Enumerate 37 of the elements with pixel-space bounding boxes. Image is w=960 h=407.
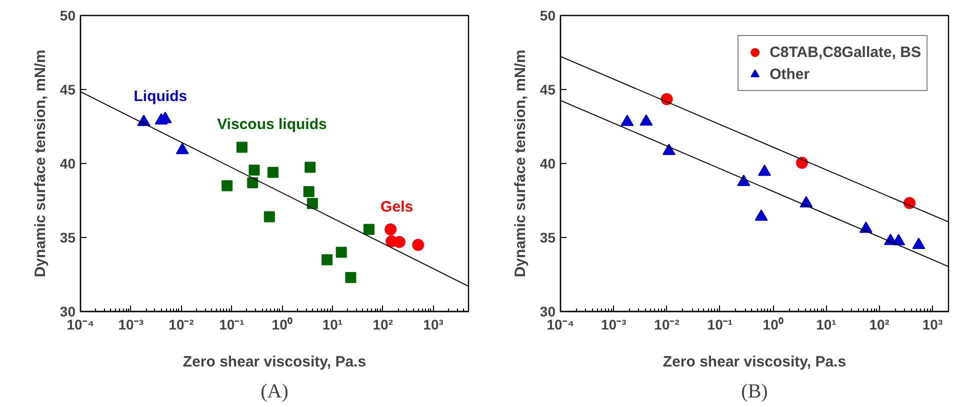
x-tick-label: 10⁻¹ bbox=[219, 316, 245, 332]
x-tick-label: 10⁻² bbox=[168, 316, 194, 332]
x-tick-label: 10⁻³ bbox=[601, 316, 627, 332]
legend-label: C8TAB,C8Gallate, BS bbox=[770, 44, 921, 60]
text: (B) bbox=[741, 380, 768, 402]
y-axis-title: Dynamic surface tension, mN/m bbox=[32, 50, 49, 278]
y-tick-label: 40 bbox=[60, 156, 76, 172]
x-tick-label: 10⁻⁴ bbox=[546, 316, 574, 332]
x-tick-label: 10¹ bbox=[816, 316, 837, 332]
x-axis-title: Zero shear viscosity, Pa.s bbox=[662, 354, 846, 370]
x-tick-label: 10⁻³ bbox=[118, 316, 144, 332]
y-tick-label: 35 bbox=[60, 230, 76, 246]
x-tick-label: 10² bbox=[869, 316, 890, 332]
x-tick-label: 10⁻⁴ bbox=[66, 316, 94, 332]
x-tick-label: 10⁻¹ bbox=[707, 316, 733, 332]
y-tick-label: 30 bbox=[60, 304, 76, 320]
x-tick-label: 10⁰ bbox=[272, 316, 292, 332]
series-label: Gels bbox=[380, 198, 414, 216]
y-axis-title: Dynamic surface tension, mN/m bbox=[512, 50, 529, 278]
x-tick-label: 10³ bbox=[922, 316, 943, 332]
y-tick-label: 40 bbox=[540, 156, 556, 172]
x-axis-title: Zero shear viscosity, Pa.s bbox=[182, 354, 366, 370]
x-tick-label: 10⁻² bbox=[654, 316, 680, 332]
x-tick-label: 10² bbox=[372, 316, 394, 332]
series-label: Viscous liquids bbox=[217, 116, 327, 134]
y-tick-label: 50 bbox=[60, 8, 76, 24]
x-tick-label: 10¹ bbox=[322, 316, 343, 332]
x-tick-label: 10³ bbox=[423, 316, 444, 332]
x-tick-label: 10⁰ bbox=[762, 316, 784, 332]
legend-label: Other bbox=[770, 66, 810, 82]
y-tick-label: 45 bbox=[60, 82, 76, 98]
y-tick-label: 35 bbox=[540, 230, 556, 246]
y-tick-label: 50 bbox=[540, 8, 556, 24]
y-tick-label: 30 bbox=[540, 304, 556, 320]
text: (A) bbox=[260, 380, 288, 402]
series-label: Liquids bbox=[134, 88, 188, 106]
y-tick-label: 45 bbox=[540, 82, 556, 98]
